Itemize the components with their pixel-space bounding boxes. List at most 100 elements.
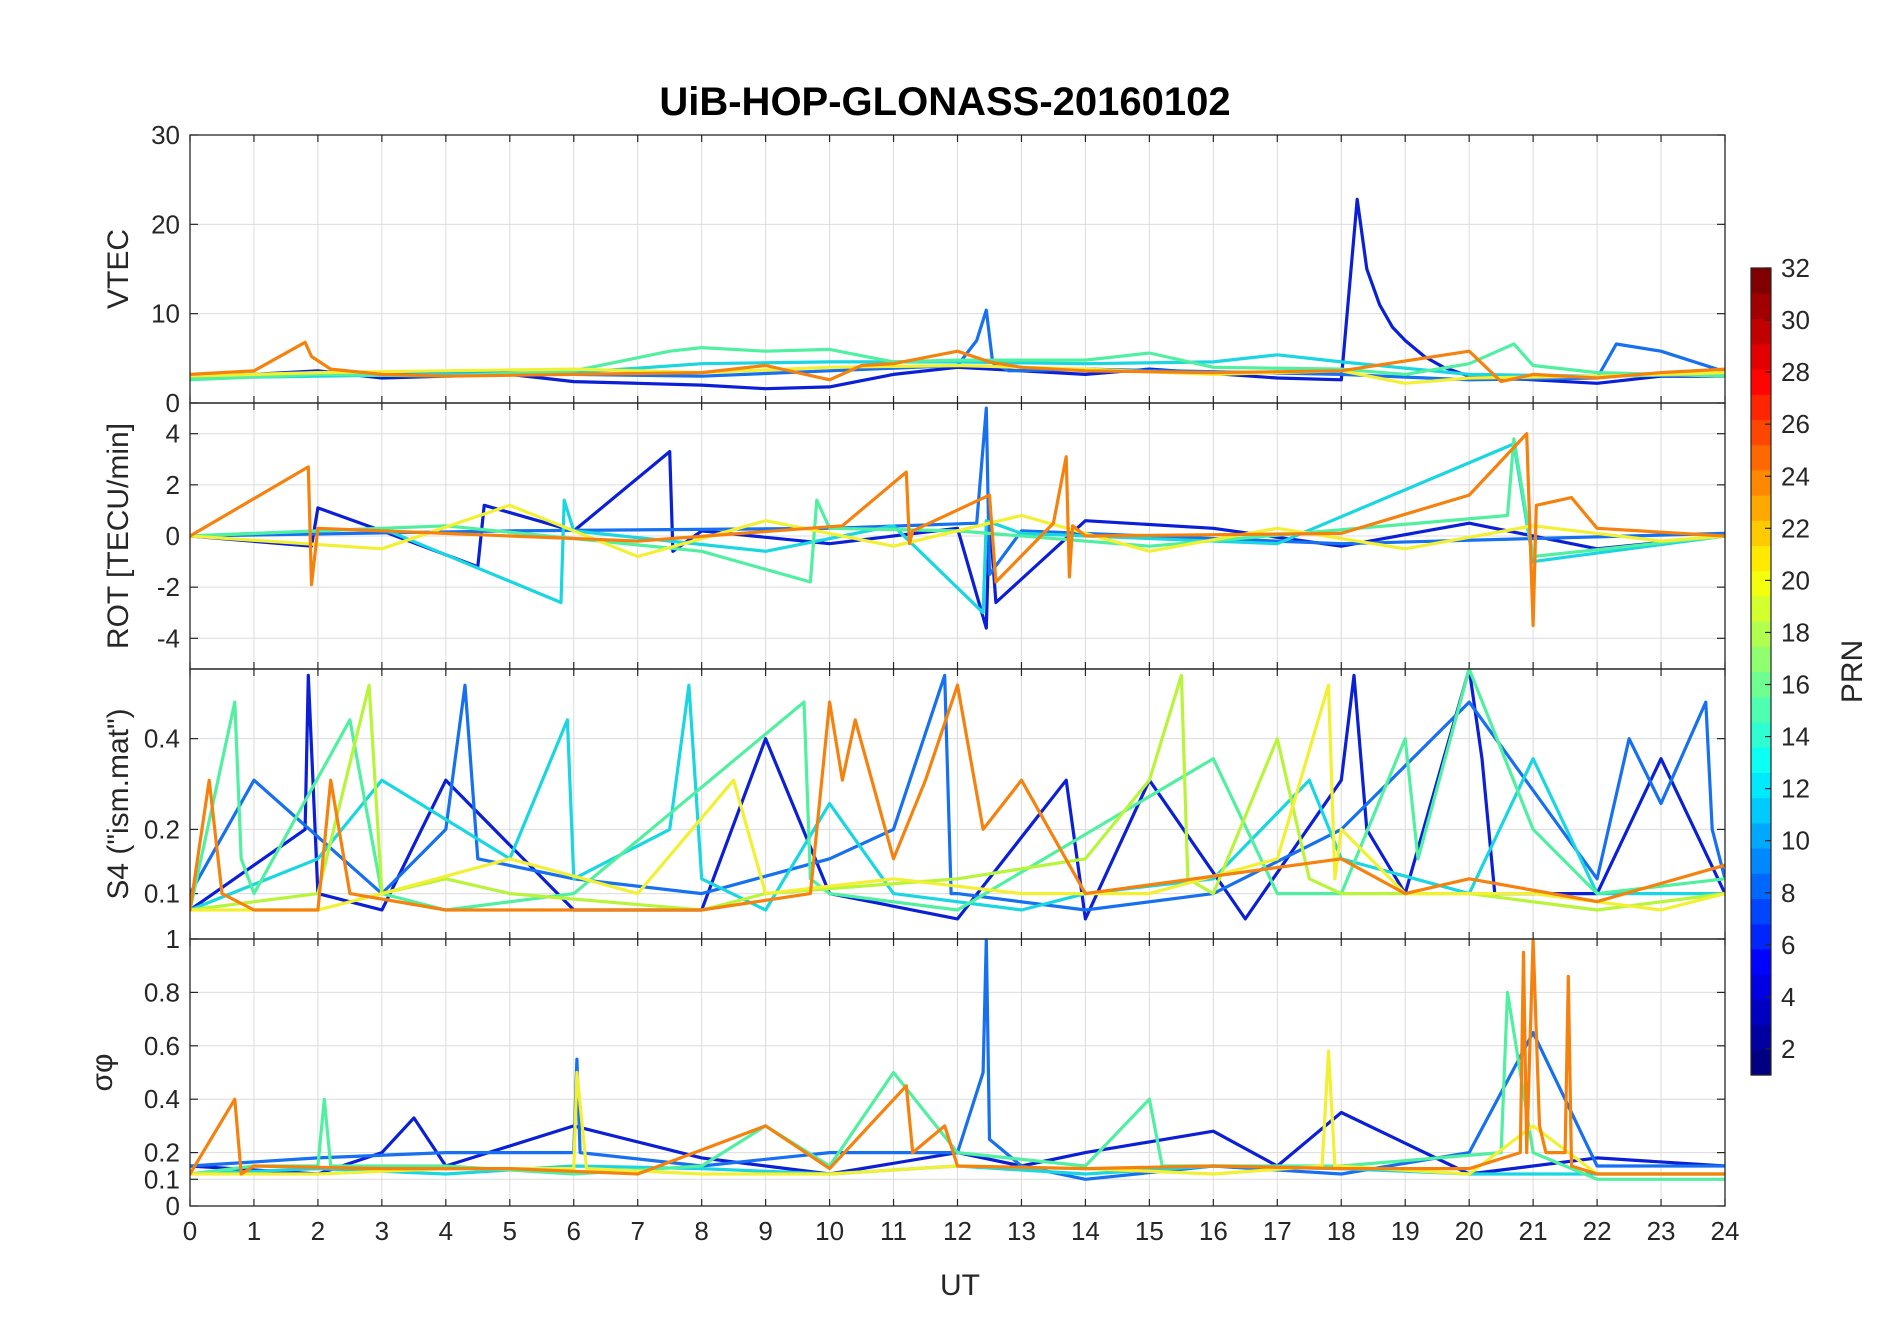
series-line-s4-0 <box>190 669 1725 921</box>
y-axis-label-vtec: VTEC <box>102 229 135 309</box>
colorbar-tick-label: 30 <box>1781 305 1810 335</box>
colorbar-swatch <box>1751 646 1771 673</box>
colorbar-swatch <box>1751 444 1771 471</box>
series-group-sigma_phi <box>190 939 1725 1181</box>
colorbar-swatch <box>1751 721 1771 748</box>
x-tick-label: 20 <box>1455 1216 1484 1246</box>
colorbar-tick-label: 18 <box>1781 617 1810 647</box>
colorbar-swatch <box>1751 1024 1771 1051</box>
colorbar-swatch <box>1751 772 1771 799</box>
series-line-rot-5 <box>190 432 1725 628</box>
series-line-rot-3 <box>190 437 1725 584</box>
colorbar-swatch <box>1751 898 1771 925</box>
colorbar-swatch <box>1751 974 1771 1000</box>
colorbar-swatch <box>1751 822 1771 849</box>
panel-s4: 0.1 0.2 0.4 S4 ("ism.mat") <box>102 668 1726 940</box>
x-tick-label: 15 <box>1135 1216 1164 1246</box>
colorbar-swatch <box>1751 394 1771 420</box>
colorbar-tick-label: 10 <box>1781 826 1810 856</box>
y-tick-label: 0 <box>166 521 180 551</box>
colorbar-swatch <box>1751 671 1771 698</box>
x-tick-label: 3 <box>375 1216 389 1246</box>
y-tick-label: 0.2 <box>144 1138 180 1168</box>
x-tick-label: 23 <box>1647 1216 1676 1246</box>
series-line-s4-3 <box>190 669 1725 912</box>
colorbar-swatch <box>1751 343 1771 370</box>
colorbar-swatch <box>1751 873 1771 900</box>
y-tick-label: 0.2 <box>144 814 180 844</box>
x-tick-label: 19 <box>1391 1216 1420 1246</box>
series-line-sigma_phi-5 <box>190 939 1725 1176</box>
y-axis-label-s4: S4 ("ism.mat") <box>102 708 135 899</box>
x-tick-label: 13 <box>1007 1216 1036 1246</box>
x-tick-label: 22 <box>1583 1216 1612 1246</box>
colorbar-swatch <box>1751 595 1771 622</box>
x-tick-label: 8 <box>694 1216 708 1246</box>
colorbar-swatch <box>1751 570 1771 597</box>
x-tick-label: 7 <box>630 1216 644 1246</box>
x-tick-label: 5 <box>503 1216 517 1246</box>
colorbar-swatch <box>1751 923 1771 950</box>
panel-vtec: 0 10 20 30 VTEC <box>102 120 1726 418</box>
y-axis-label-sigma_phi: σφ <box>86 1054 119 1092</box>
y-tick-label: -4 <box>157 623 180 653</box>
colorbar-swatch <box>1751 268 1771 294</box>
series-line-sigma_phi-3 <box>190 990 1725 1181</box>
x-tick-label: 14 <box>1071 1216 1100 1246</box>
colorbar-swatch <box>1751 368 1771 395</box>
colorbar-swatch <box>1751 747 1771 773</box>
x-tick-label: 0 <box>183 1216 197 1246</box>
colorbar-tick-label: 16 <box>1781 670 1810 700</box>
y-axis-label-rot: ROT [TECU/min] <box>102 423 135 649</box>
x-tick-label: 1 <box>247 1216 261 1246</box>
y-tick-label: 1 <box>166 924 180 954</box>
colorbar-tick-label: 12 <box>1781 774 1810 804</box>
series-group-vtec <box>190 197 1725 391</box>
colorbar-swatch <box>1751 696 1771 723</box>
colorbar-swatch <box>1751 948 1771 975</box>
x-tick-label: 10 <box>815 1216 844 1246</box>
y-tick-label: 0.1 <box>144 1164 180 1194</box>
series-line-vtec-5 <box>190 340 1725 384</box>
x-tick-label: 2 <box>311 1216 325 1246</box>
colorbar-swatch <box>1751 469 1771 496</box>
x-tick-label: 9 <box>758 1216 772 1246</box>
colorbar-tick-label: 26 <box>1781 409 1810 439</box>
colorbar-tick-label: 32 <box>1781 253 1810 283</box>
x-tick-label: 4 <box>439 1216 453 1246</box>
y-tick-label: 0.1 <box>144 879 180 909</box>
colorbar-swatch <box>1751 1049 1771 1076</box>
series-group-s4 <box>190 669 1725 921</box>
colorbar-swatch <box>1751 848 1771 874</box>
x-tick-label: 21 <box>1519 1216 1548 1246</box>
colorbar-label: PRN <box>1836 640 1869 703</box>
x-axis-label: UT <box>940 1269 980 1302</box>
colorbar-swatch <box>1751 621 1771 647</box>
y-tick-label: 0.6 <box>144 1031 180 1061</box>
x-tick-labels: 0 1 2 3 4 5 6 7 8 9 10 11 12 13 14 15 16 17 18 19 20 21 22 23 24 <box>183 1216 1740 1246</box>
colorbar-frame <box>1750 267 1772 1076</box>
colorbar-swatch <box>1751 545 1771 572</box>
x-tick-label: 11 <box>880 1216 907 1246</box>
colorbar-tick-label: 4 <box>1781 982 1795 1012</box>
colorbar-swatch <box>1751 999 1771 1026</box>
series-line-rot-4 <box>190 503 1725 559</box>
colorbar-tick-label: 14 <box>1781 722 1810 752</box>
colorbar-tick-label: 6 <box>1781 930 1795 960</box>
x-tick-label: 12 <box>943 1216 972 1246</box>
series-line-s4-6 <box>190 683 1725 912</box>
colorbar-swatch <box>1751 419 1771 446</box>
colorbar-swatch <box>1751 520 1771 547</box>
series-line-vtec-3 <box>190 342 1725 382</box>
x-tick-label: 17 <box>1263 1216 1292 1246</box>
x-tick-label: 18 <box>1327 1216 1356 1246</box>
colorbar-tick-label: 20 <box>1781 565 1810 595</box>
x-tick-label: 24 <box>1711 1216 1740 1246</box>
colorbar-tick-label: 8 <box>1781 878 1795 908</box>
y-tick-label: 10 <box>151 299 180 329</box>
y-tick-label: 2 <box>166 470 180 500</box>
colorbar-swatch <box>1751 797 1771 824</box>
